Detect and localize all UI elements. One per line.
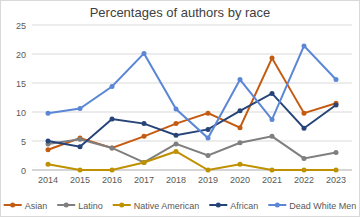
point bbox=[78, 168, 83, 173]
x-tick-label: 2023 bbox=[326, 175, 346, 185]
point bbox=[302, 168, 307, 173]
point bbox=[238, 162, 243, 167]
grid-line bbox=[32, 25, 352, 26]
point bbox=[142, 160, 147, 165]
y-tick-label: 5 bbox=[21, 137, 26, 147]
grid-line bbox=[32, 54, 352, 55]
point bbox=[110, 145, 115, 150]
legend-label: African bbox=[230, 201, 258, 211]
background bbox=[1, 1, 360, 217]
point bbox=[238, 108, 243, 113]
legend-item: Latino bbox=[57, 201, 103, 211]
point bbox=[238, 77, 243, 82]
point bbox=[46, 147, 51, 152]
point bbox=[110, 116, 115, 121]
point bbox=[302, 43, 307, 48]
point bbox=[174, 149, 179, 154]
point bbox=[302, 126, 307, 131]
point bbox=[110, 145, 115, 150]
point bbox=[142, 160, 147, 165]
point bbox=[270, 91, 275, 96]
grid-line bbox=[32, 83, 352, 84]
x-tick-label: 2016 bbox=[102, 175, 122, 185]
point bbox=[78, 106, 83, 111]
point bbox=[78, 144, 83, 149]
point bbox=[302, 111, 307, 116]
point bbox=[334, 103, 339, 108]
point bbox=[46, 111, 51, 116]
x-tick-label: 2021 bbox=[262, 175, 282, 185]
chart: Percentages of authors by race 0 5 10 15 20 25… bbox=[0, 0, 360, 217]
point bbox=[110, 168, 115, 173]
point bbox=[46, 139, 51, 144]
plot bbox=[46, 43, 339, 172]
legend-label: Asian bbox=[25, 201, 48, 211]
legend-item: Native American bbox=[113, 201, 200, 211]
point bbox=[174, 141, 179, 146]
point bbox=[206, 111, 211, 116]
series-line bbox=[48, 46, 336, 138]
point bbox=[334, 150, 339, 155]
legend-item: Dead White Men bbox=[268, 201, 356, 211]
point bbox=[270, 168, 275, 173]
point bbox=[78, 137, 83, 142]
x-tick-label: 2019 bbox=[198, 175, 218, 185]
point bbox=[238, 140, 243, 145]
point bbox=[110, 84, 115, 89]
series-line bbox=[48, 136, 336, 162]
point bbox=[270, 117, 275, 122]
y-tick-label: 15 bbox=[16, 79, 26, 89]
point bbox=[174, 133, 179, 138]
x-tick-label: 2020 bbox=[230, 175, 250, 185]
point bbox=[206, 168, 211, 173]
legend-marker bbox=[216, 203, 221, 208]
y-tick-label: 10 bbox=[16, 108, 26, 118]
legend-marker bbox=[275, 203, 280, 208]
x-tick-label: 2014 bbox=[38, 175, 58, 185]
x-tick-label: 2015 bbox=[70, 175, 90, 185]
legend-label: Dead White Men bbox=[289, 201, 356, 211]
point bbox=[334, 77, 339, 82]
point bbox=[270, 134, 275, 139]
legend-marker bbox=[119, 203, 124, 208]
legend: Asian Latino Native American African Dead Wh… bbox=[4, 201, 357, 211]
x-tick-label: 2018 bbox=[166, 175, 186, 185]
y-tick-label: 0 bbox=[21, 166, 26, 176]
legend-marker bbox=[10, 203, 15, 208]
point bbox=[238, 125, 243, 130]
point bbox=[206, 153, 211, 158]
point bbox=[270, 56, 275, 61]
legend-marker bbox=[64, 203, 69, 208]
legend-label: Latino bbox=[78, 201, 103, 211]
point bbox=[302, 156, 307, 161]
point bbox=[334, 168, 339, 173]
y-tick-label: 20 bbox=[16, 50, 26, 60]
series-line bbox=[48, 151, 336, 170]
y-tick-label: 25 bbox=[16, 21, 26, 31]
point bbox=[174, 107, 179, 112]
point bbox=[142, 134, 147, 139]
point bbox=[174, 121, 179, 126]
legend-item: Asian bbox=[4, 201, 48, 211]
point bbox=[206, 127, 211, 132]
title: Percentages of authors by race bbox=[90, 5, 271, 20]
x-tick-label: 2022 bbox=[294, 175, 314, 185]
point bbox=[142, 121, 147, 126]
point bbox=[142, 51, 147, 56]
point bbox=[206, 136, 211, 141]
x-tick-label: 2017 bbox=[134, 175, 154, 185]
legend-label: Native American bbox=[134, 201, 200, 211]
point bbox=[46, 162, 51, 167]
legend-item: African bbox=[209, 201, 258, 211]
